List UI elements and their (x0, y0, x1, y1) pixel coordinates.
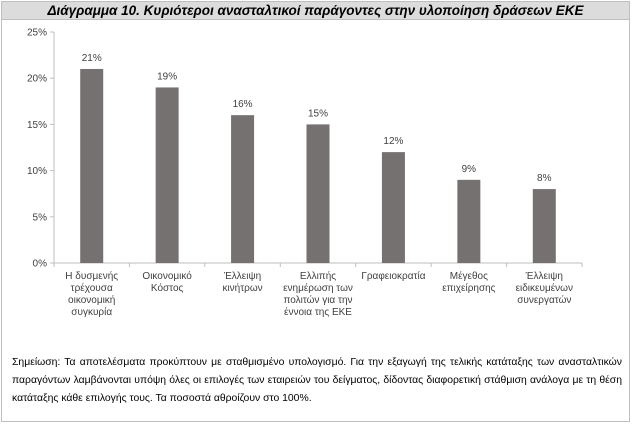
y-tick-label: 20% (27, 74, 47, 85)
x-category-label: Η δυσμενής (65, 270, 118, 282)
data-label: 8% (537, 173, 552, 184)
y-tick-label: 10% (27, 166, 47, 177)
x-category-label: Έλλειψη (223, 271, 261, 282)
y-tick-label: 25% (27, 28, 47, 39)
x-category-label: κινήτρων (222, 282, 262, 294)
data-label: 12% (383, 136, 403, 147)
y-tick-label: 15% (27, 120, 47, 131)
x-category-label: τρέχουσα (71, 282, 113, 294)
x-category-label: επιχείρησης (442, 282, 495, 294)
chart-note: Σημείωση: Τα αποτελέσματα προκύπτουν με … (12, 357, 622, 404)
bar (231, 115, 255, 263)
data-label: 19% (157, 71, 177, 82)
x-category-label: Οικονομικό (142, 270, 192, 282)
bar (457, 179, 481, 263)
x-category-label: συνεργατών (517, 294, 571, 306)
x-category-label: έννοια της ΕΚΕ (284, 306, 352, 318)
y-tick-label: 5% (33, 212, 48, 223)
x-category-label: Ελλιπής (300, 270, 336, 282)
data-label: 21% (82, 53, 102, 64)
x-category-label: ενημέρωση των (283, 282, 353, 294)
bar-chart: 0% 5% 10% 15% 20% 25% 21% Η δυσμενήςτρέχουσαοικ… (27, 28, 583, 318)
bar (155, 87, 179, 263)
data-label: 9% (462, 164, 477, 175)
data-label: 15% (308, 108, 328, 119)
x-category-label: ειδικευμένων (516, 282, 573, 294)
x-category-label: Μέγεθος (450, 270, 488, 282)
x-category-label: Κόστος (151, 282, 184, 294)
x-category-label: πολιτών για την (283, 294, 352, 306)
bar (306, 124, 330, 264)
bar (532, 189, 556, 263)
data-label: 16% (233, 99, 253, 110)
chart-title: Διάγραμμα 10. Κυριότεροι ανασταλτικοί πα… (47, 3, 584, 18)
x-category-label: Έλλειψη (525, 271, 563, 282)
x-category-label: Γραφειοκρατία (361, 270, 425, 282)
y-tick-label: 0% (33, 259, 48, 270)
title-bar: Διάγραμμα 10. Κυριότεροι ανασταλτικοί πα… (2, 2, 629, 20)
x-category-label: οικονομική (68, 294, 115, 306)
x-category-label: συγκυρία (71, 306, 112, 318)
bar (80, 68, 104, 264)
bar (381, 152, 405, 263)
